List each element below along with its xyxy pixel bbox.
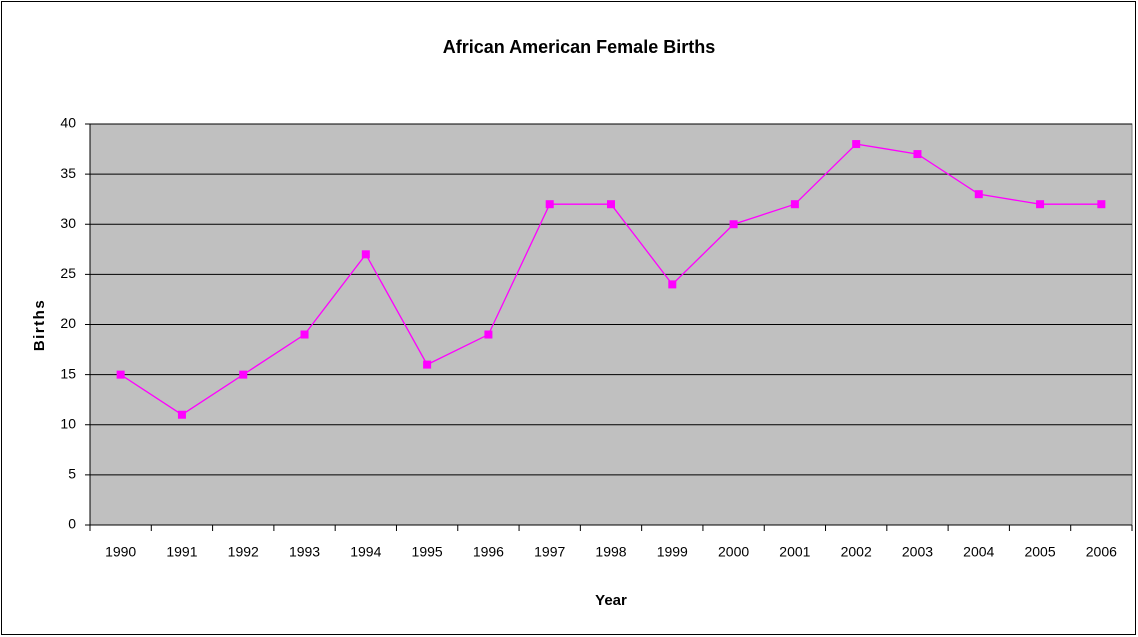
point-marker (116, 370, 125, 379)
point-marker (361, 250, 370, 259)
x-tick-label: 1998 (595, 544, 626, 560)
chart-title: African American Female Births (443, 37, 715, 57)
y-axis-title: Births (31, 299, 48, 351)
x-tick-label: 2002 (841, 544, 872, 560)
x-tick-label: 1999 (657, 544, 688, 560)
x-tick-label: 1997 (534, 544, 565, 560)
point-marker (913, 150, 922, 159)
x-tick-label: 1993 (289, 544, 320, 560)
y-tick-label: 0 (68, 516, 76, 532)
x-axis-title: Year (595, 592, 627, 609)
x-tick-label: 1995 (412, 544, 443, 560)
y-tick-label: 25 (60, 265, 76, 281)
y-tick-label: 35 (60, 165, 76, 181)
point-marker (300, 330, 309, 339)
point-marker (545, 200, 554, 209)
x-tick-label: 1990 (105, 544, 136, 560)
y-tick-label: 40 (60, 115, 76, 131)
point-marker (177, 410, 186, 419)
x-tick-label: 2001 (779, 544, 810, 560)
point-marker (974, 190, 983, 199)
y-tick-label: 20 (60, 315, 76, 331)
x-tick-label: 2005 (1024, 544, 1055, 560)
x-tick-label: 1992 (228, 544, 259, 560)
x-tick-label: 2006 (1086, 544, 1117, 560)
y-tick-label: 10 (60, 415, 76, 431)
point-marker (423, 360, 432, 369)
y-tick-label: 5 (68, 466, 76, 482)
point-marker (729, 220, 738, 229)
x-tick-label: 2004 (963, 544, 994, 560)
point-marker (607, 200, 615, 209)
point-marker (1097, 200, 1106, 209)
point-marker (852, 140, 861, 149)
x-tick-label: 2003 (902, 544, 933, 560)
y-tick-label: 30 (60, 215, 76, 231)
point-marker (484, 330, 493, 339)
x-tick-label: 1996 (473, 544, 504, 560)
point-marker (668, 280, 677, 289)
point-marker (1036, 200, 1045, 209)
x-tick-label: 2000 (718, 544, 749, 560)
x-tick-label: 1991 (166, 544, 197, 560)
point-marker (790, 200, 799, 209)
x-tick-label: 1994 (350, 544, 381, 560)
point-marker (239, 370, 248, 379)
y-tick-label: 15 (60, 365, 76, 381)
